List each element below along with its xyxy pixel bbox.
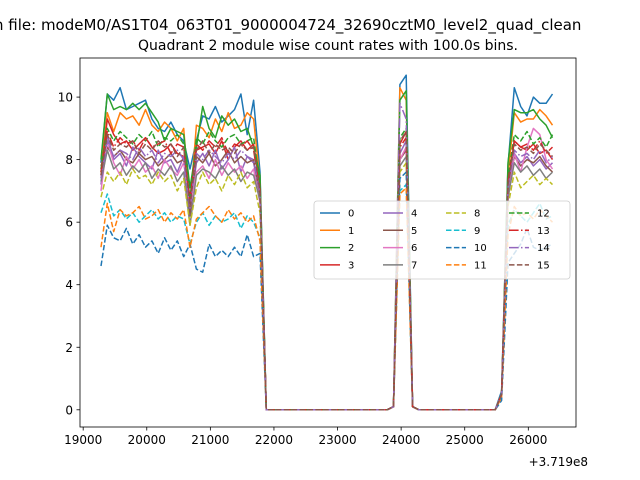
legend-label-6: 6: [411, 243, 417, 254]
legend-label-8: 8: [474, 209, 480, 220]
legend-label-7: 7: [411, 260, 417, 271]
y-tick-label: 0: [65, 403, 73, 417]
x-tick-label: 21000: [191, 433, 229, 447]
legend-label-0: 0: [348, 209, 354, 220]
legend-label-11: 11: [474, 260, 487, 271]
x-tick-label: 25000: [446, 433, 484, 447]
x-tick-label: 23000: [318, 433, 356, 447]
legend-label-3: 3: [348, 260, 354, 271]
axes-spines: [79, 57, 577, 428]
plot-area: [100, 74, 554, 411]
chart-title: Quadrant 2 module wise count rates with …: [138, 38, 518, 54]
y-tick-label: 10: [58, 91, 73, 105]
x-tick-label: 22000: [255, 433, 293, 447]
x-tick-label: 20000: [128, 433, 166, 447]
y-tick-label: 4: [65, 278, 73, 292]
legend-label-15: 15: [537, 260, 550, 271]
series-line-15: [100, 130, 554, 411]
y-tick-label: 6: [65, 216, 73, 230]
legend-label-1: 1: [348, 226, 354, 237]
legend-label-9: 9: [474, 226, 480, 237]
legend-label-10: 10: [474, 243, 487, 254]
y-axis: 0 2 4 6 8 10: [58, 91, 80, 417]
legend-label-13: 13: [537, 226, 550, 237]
legend-label-4: 4: [411, 209, 417, 220]
legend-label-2: 2: [348, 243, 354, 254]
x-tick-label: 26000: [509, 433, 547, 447]
y-tick-label: 2: [65, 341, 73, 355]
axes-frame: [79, 57, 577, 428]
legend-label-5: 5: [411, 226, 417, 237]
x-axis-offset-label: +3.719e8: [529, 455, 588, 469]
legend-label-14: 14: [537, 243, 550, 254]
x-tick-label: 24000: [382, 433, 420, 447]
y-tick-label: 8: [65, 153, 73, 167]
legend-label-12: 12: [537, 209, 550, 220]
legend-box: [313, 200, 571, 280]
x-axis: 19000 20000 21000 22000 23000 24000 25000 26000: [64, 427, 547, 447]
x-tick-label: 19000: [64, 433, 102, 447]
figure-suptitle: n file: modeM0/AS1T04_063T01_9000004724_…: [0, 16, 581, 35]
